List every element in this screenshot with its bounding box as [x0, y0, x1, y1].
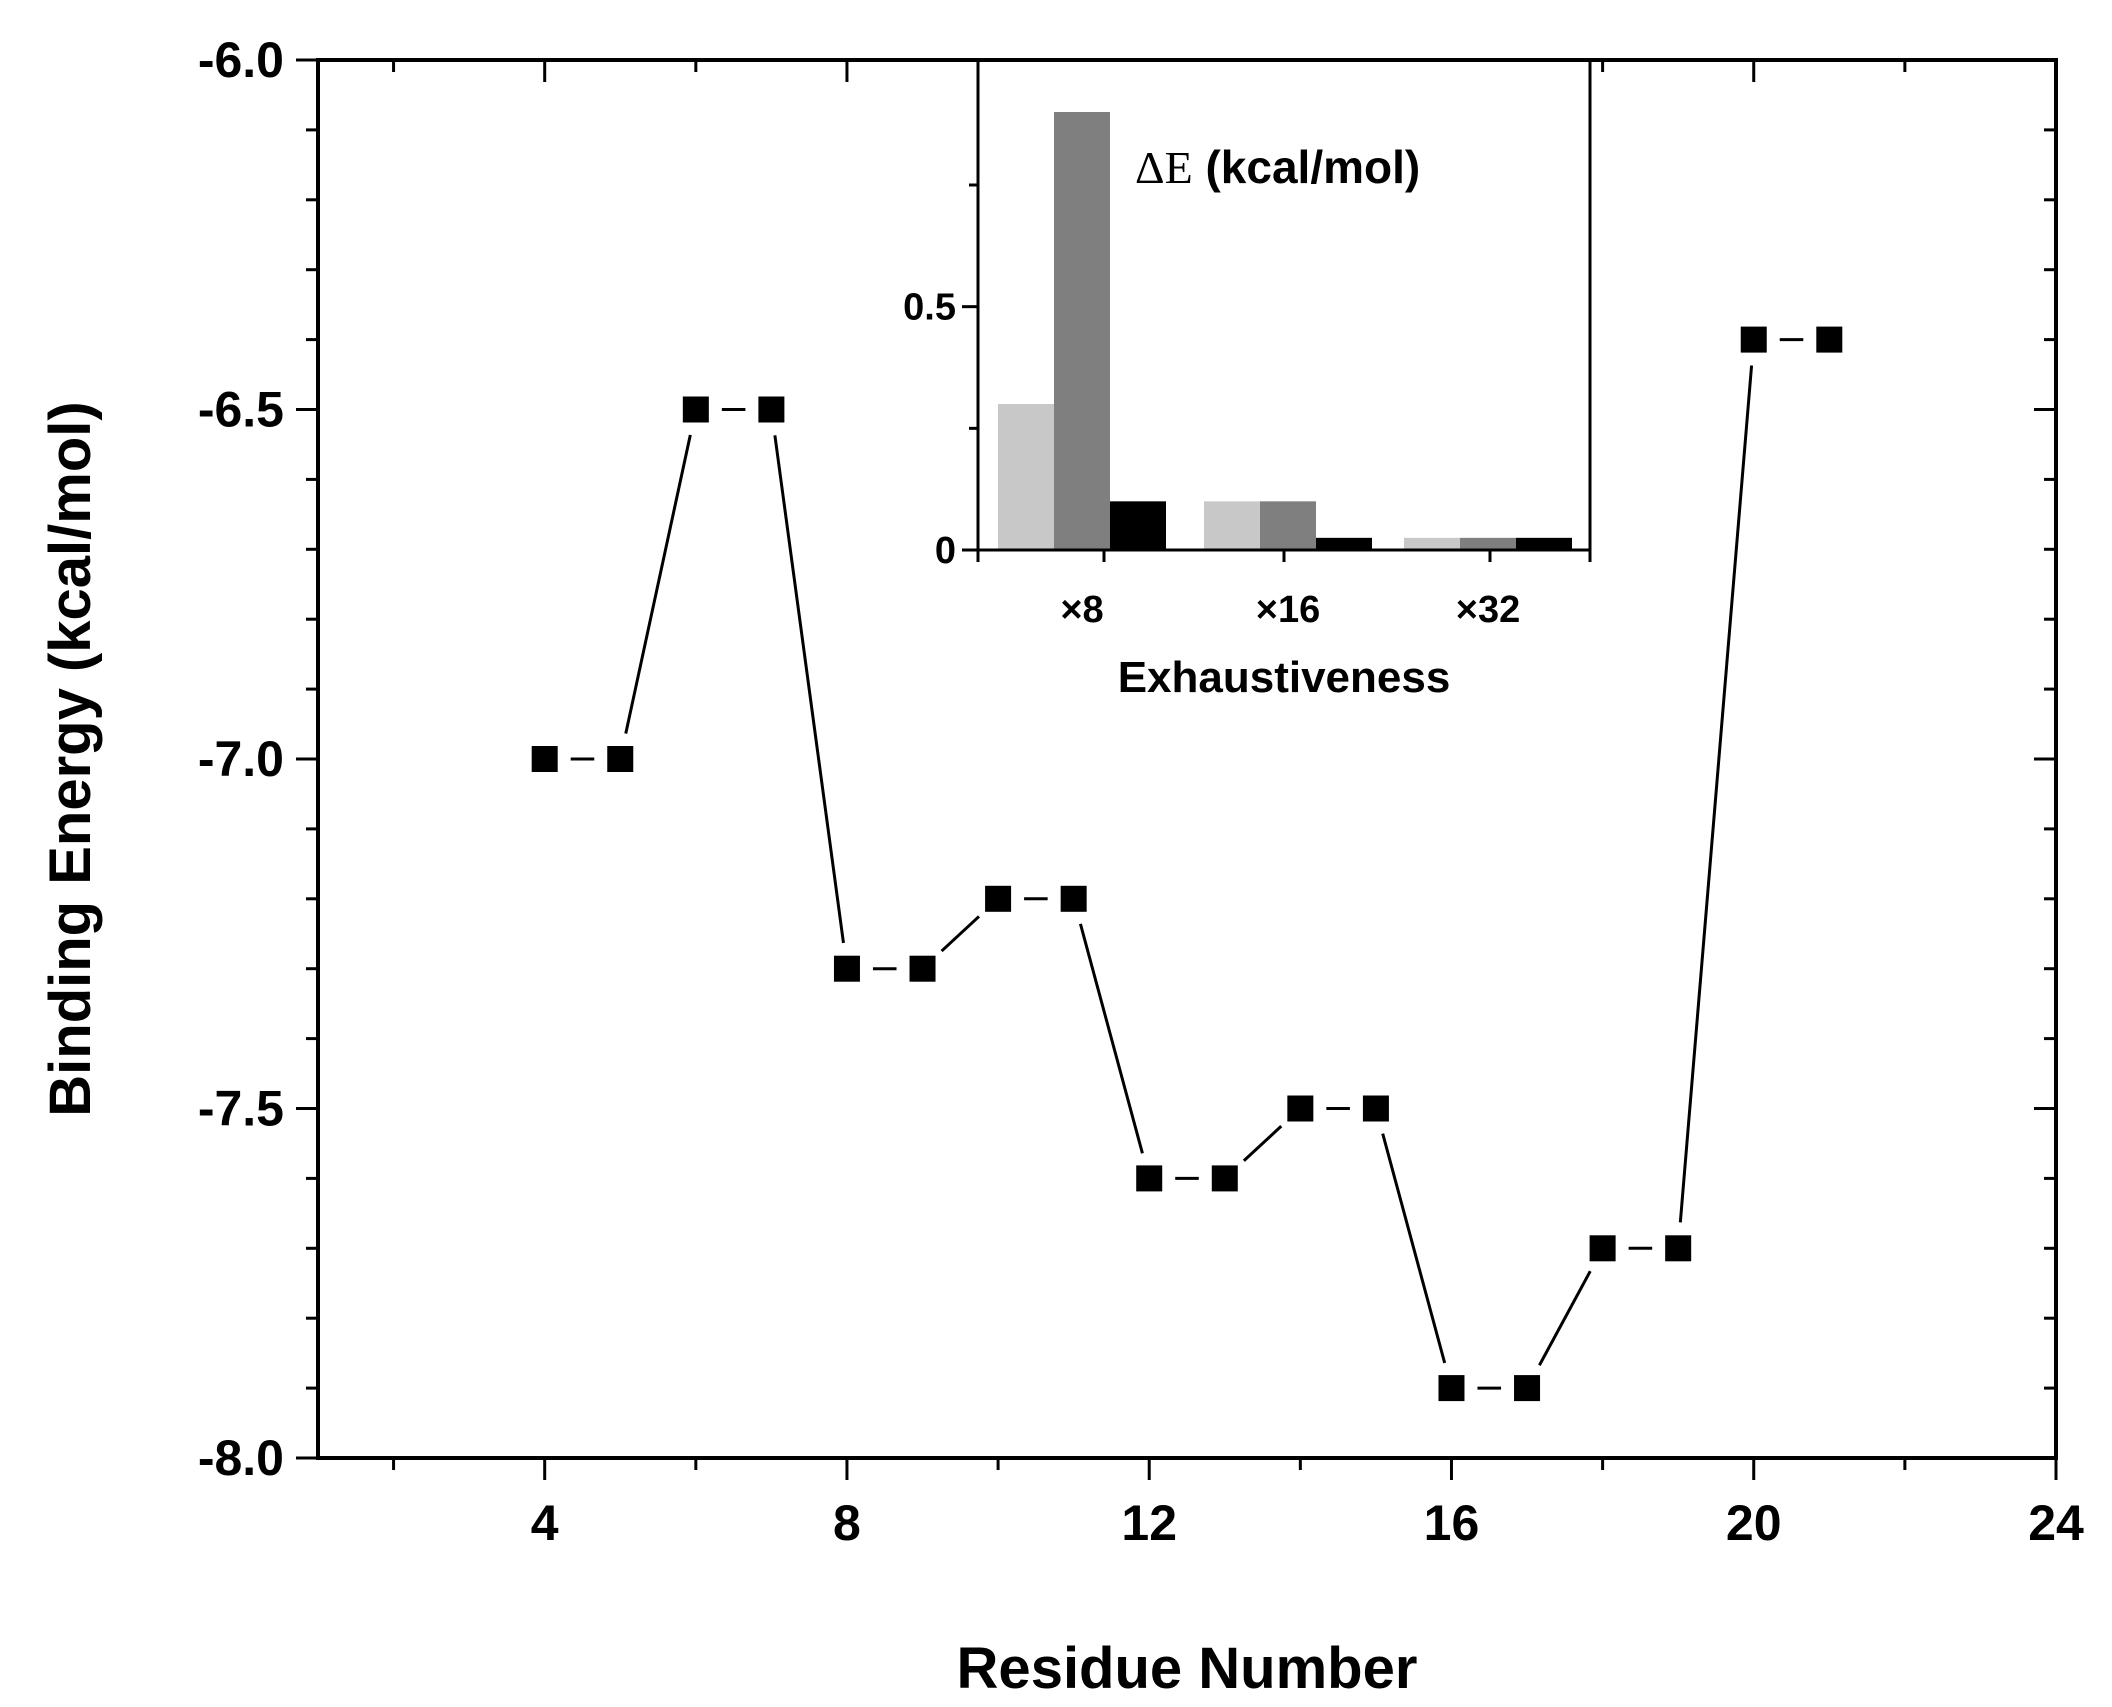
data-point-marker — [1211, 1165, 1238, 1192]
series-segment — [940, 915, 981, 953]
data-point-marker — [531, 746, 558, 772]
data-point-marker — [1514, 1375, 1541, 1402]
inset-bar — [1516, 537, 1572, 550]
series-segment — [1078, 923, 1144, 1154]
inset-bars — [998, 112, 1572, 550]
y-tick-label: -7.0 — [198, 731, 284, 787]
inset-bar — [1260, 501, 1316, 550]
inset-chart: 0 0.5 ×8 ×16 ×32 ΔE (kcal/mol) Exhaustivenes… — [903, 60, 1592, 702]
series-segment — [624, 434, 692, 734]
main-series-markers — [531, 326, 1843, 1402]
data-point-marker — [833, 955, 860, 982]
inset-axis-ticks — [962, 183, 1592, 562]
inset-bar — [1460, 537, 1516, 550]
y-tick-label: -6.5 — [198, 382, 284, 438]
inset-bar — [1316, 537, 1372, 550]
x-tick-label: 4 — [531, 1495, 559, 1551]
inset-bar — [998, 404, 1054, 550]
main-tick-labels: 4 8 12 16 20 24 -8.0 -7.5 -7.0 -6.5 -6.0 — [198, 32, 2084, 1551]
inset-y-tick-label: 0.5 — [903, 287, 956, 329]
inset-bar — [1204, 501, 1260, 550]
series-segment — [1538, 1270, 1592, 1366]
data-point-marker — [1136, 1165, 1163, 1192]
series-segment — [773, 435, 845, 944]
main-y-axis-title: Binding Energy (kcal/mol) — [38, 401, 103, 1116]
x-tick-label: 8 — [833, 1495, 861, 1551]
x-tick-label: 20 — [1726, 1495, 1782, 1551]
data-point-marker — [1665, 1235, 1692, 1262]
inset-title-unit: (kcal/mol) — [1193, 141, 1421, 193]
inset-x-tick-label: ×8 — [1060, 589, 1103, 631]
data-point-marker — [1362, 1095, 1389, 1122]
data-point-marker — [1740, 326, 1767, 353]
data-point-marker — [758, 396, 785, 423]
inset-x-tick-label: ×16 — [1256, 589, 1320, 631]
main-series-lines — [570, 338, 1804, 1390]
data-point-marker — [1438, 1375, 1465, 1402]
data-point-marker — [682, 396, 709, 423]
inset-x-tick-label: ×32 — [1456, 589, 1520, 631]
inset-y-tick-label: 0 — [935, 530, 956, 572]
main-x-axis-title: Residue Number — [957, 1636, 1418, 1701]
series-segment — [1242, 1125, 1283, 1162]
data-point-marker — [1287, 1095, 1314, 1122]
inset-bar — [1054, 112, 1110, 550]
inset-title-delta: ΔE — [1135, 142, 1193, 193]
data-point-marker — [1060, 885, 1087, 912]
y-tick-label: -8.0 — [198, 1430, 284, 1486]
data-point-marker — [607, 746, 634, 772]
inset-bar — [1110, 501, 1166, 550]
data-point-marker — [1816, 326, 1843, 353]
inset-title: ΔE (kcal/mol) — [1135, 141, 1420, 193]
inset-x-axis-title: Exhaustiveness — [1118, 653, 1451, 702]
y-tick-label: -6.0 — [198, 32, 284, 88]
x-tick-label: 24 — [2028, 1495, 2084, 1551]
data-point-marker — [909, 955, 936, 982]
y-tick-label: -7.5 — [198, 1081, 284, 1137]
main-chart: 4 8 12 16 20 24 -8.0 -7.5 -7.0 -6.5 -6.0 Residue N… — [38, 32, 2084, 1701]
series-segment — [1678, 365, 1754, 1223]
inset-bar — [1404, 537, 1460, 550]
data-point-marker — [985, 885, 1012, 912]
x-tick-label: 12 — [1121, 1495, 1177, 1551]
x-tick-label: 16 — [1424, 1495, 1480, 1551]
series-segment — [1381, 1133, 1447, 1364]
inset-tick-labels: 0 0.5 ×8 ×16 ×32 — [903, 287, 1520, 631]
data-point-marker — [1589, 1235, 1616, 1262]
